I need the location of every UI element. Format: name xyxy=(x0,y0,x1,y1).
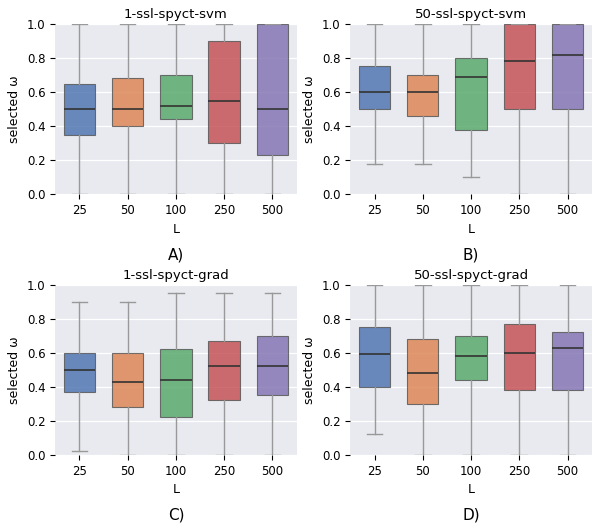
Title: 50-ssl-spyct-grad: 50-ssl-spyct-grad xyxy=(413,269,529,282)
PathPatch shape xyxy=(407,75,439,116)
PathPatch shape xyxy=(455,58,487,130)
PathPatch shape xyxy=(208,41,240,143)
PathPatch shape xyxy=(552,332,583,390)
PathPatch shape xyxy=(407,339,439,404)
Title: 50-ssl-spyct-svm: 50-ssl-spyct-svm xyxy=(415,8,527,21)
Y-axis label: selected ω: selected ω xyxy=(304,336,316,404)
PathPatch shape xyxy=(64,83,95,135)
PathPatch shape xyxy=(160,349,191,417)
Title: 1-ssl-spyct-svm: 1-ssl-spyct-svm xyxy=(124,8,228,21)
Y-axis label: selected ω: selected ω xyxy=(8,336,22,404)
PathPatch shape xyxy=(359,327,390,387)
Text: A): A) xyxy=(168,247,184,262)
PathPatch shape xyxy=(64,353,95,392)
PathPatch shape xyxy=(455,336,487,380)
Text: D): D) xyxy=(462,508,480,523)
Y-axis label: selected ω: selected ω xyxy=(304,75,316,143)
PathPatch shape xyxy=(503,24,535,109)
PathPatch shape xyxy=(160,75,191,119)
X-axis label: L: L xyxy=(172,483,179,496)
X-axis label: L: L xyxy=(172,222,179,236)
PathPatch shape xyxy=(552,24,583,109)
PathPatch shape xyxy=(112,79,143,126)
PathPatch shape xyxy=(208,341,240,400)
PathPatch shape xyxy=(257,24,288,155)
PathPatch shape xyxy=(112,353,143,407)
X-axis label: L: L xyxy=(467,483,475,496)
Y-axis label: selected ω: selected ω xyxy=(8,75,22,143)
PathPatch shape xyxy=(359,66,390,109)
X-axis label: L: L xyxy=(467,222,475,236)
Text: B): B) xyxy=(463,247,479,262)
PathPatch shape xyxy=(503,324,535,390)
Text: C): C) xyxy=(167,508,184,523)
Title: 1-ssl-spyct-grad: 1-ssl-spyct-grad xyxy=(122,269,229,282)
PathPatch shape xyxy=(257,336,288,395)
